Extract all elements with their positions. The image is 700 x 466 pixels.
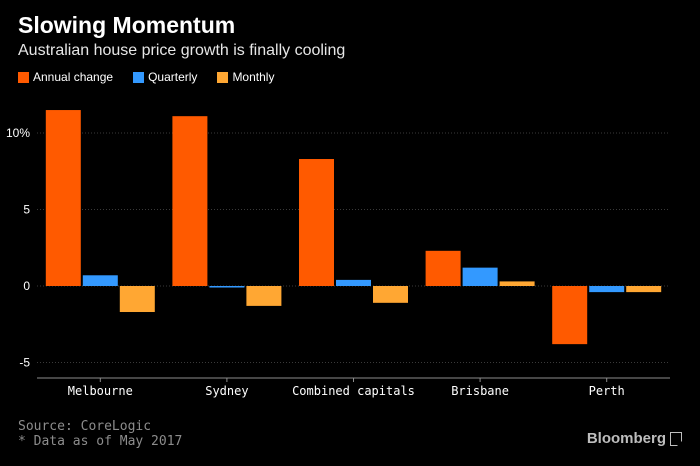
legend-item-quarterly: Quarterly (133, 70, 197, 84)
y-tick-label: 0 (23, 279, 30, 293)
bar (552, 286, 588, 345)
bar (373, 286, 408, 303)
legend-label-quarterly: Quarterly (148, 70, 198, 84)
bar (626, 286, 662, 293)
bar (462, 267, 498, 286)
source-note: Source: CoreLogic (18, 419, 152, 434)
x-tick-label: Brisbane (451, 384, 509, 398)
legend-swatch-quarterly (133, 71, 145, 83)
bar (209, 286, 245, 288)
chart-legend: Annual change Quarterly Monthly (18, 70, 274, 84)
bloomberg-mark-icon (670, 431, 682, 446)
y-tick-label: 5 (23, 203, 30, 217)
bar (499, 281, 535, 286)
bloomberg-logo: Bloomberg (587, 430, 682, 447)
bar (589, 286, 625, 293)
bar (119, 286, 155, 313)
x-tick-label: Perth (589, 384, 625, 398)
x-tick-label: Melbourne (68, 384, 133, 398)
legend-swatch-annual (18, 71, 29, 83)
brand-label: Bloomberg (586, 430, 666, 447)
bar (45, 110, 81, 286)
bar (336, 279, 371, 286)
legend-item-annual: Annual change (18, 70, 113, 84)
chart-subtitle: Australian house price growth is finally… (18, 42, 346, 59)
y-tick-label: -5 (19, 356, 30, 370)
x-tick-label: Sydney (205, 384, 248, 398)
legend-label-monthly: Monthly (232, 70, 275, 84)
bar (246, 286, 282, 306)
bar (425, 250, 461, 286)
bar (172, 116, 208, 286)
chart-title: Slowing Momentum (18, 12, 236, 38)
legend-label-annual: Annual change (33, 70, 114, 84)
y-tick-label: 10% (6, 126, 30, 140)
x-tick-label: Combined capitals (292, 384, 415, 398)
data-note: * Data as of May 2017 (18, 434, 183, 449)
legend-swatch-monthly (217, 71, 229, 83)
legend-item-monthly: Monthly (217, 70, 274, 84)
bar (82, 275, 118, 286)
bar (299, 159, 334, 286)
